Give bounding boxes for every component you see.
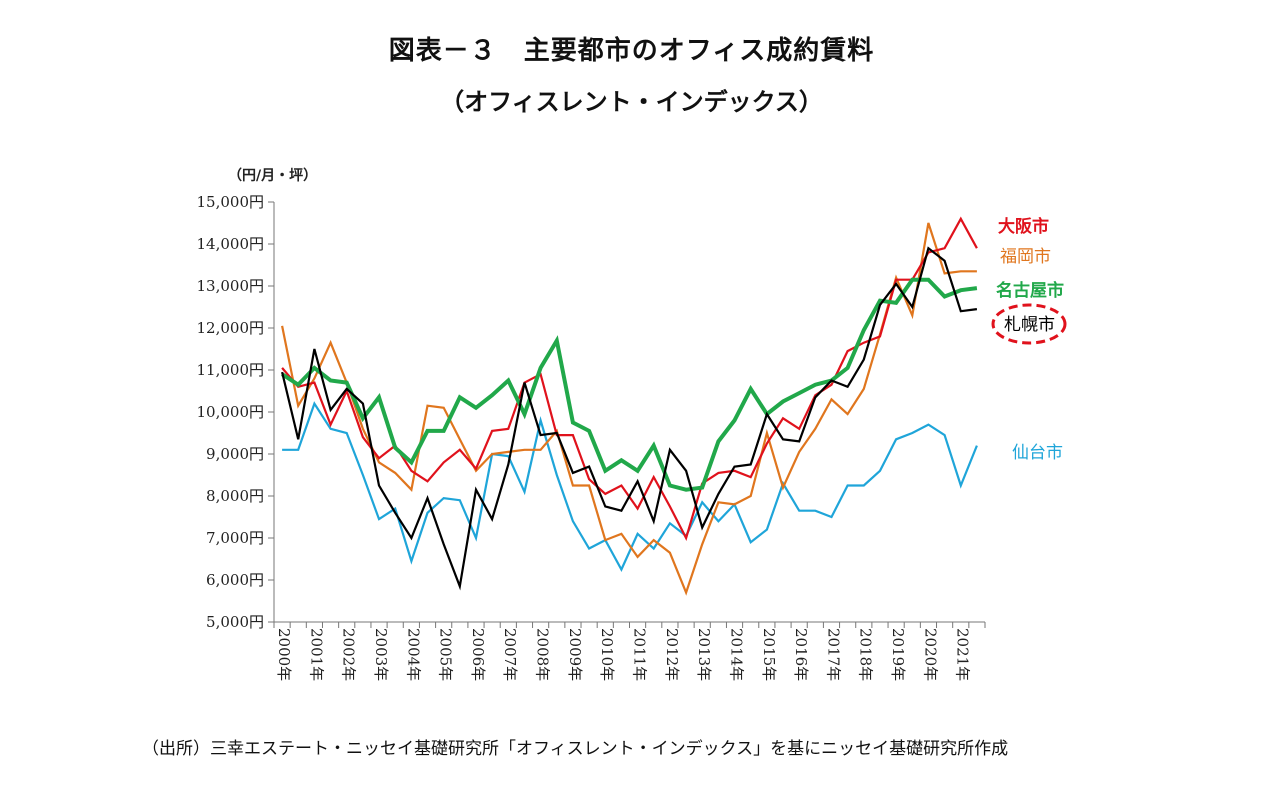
x-tick-label: 2010年: [598, 628, 616, 681]
x-tick-label: 2014年: [727, 628, 745, 681]
legend-label-仙台市: 仙台市: [1012, 443, 1063, 463]
series-line-名古屋市: [281, 277, 978, 492]
x-tick-label: 2019年: [889, 628, 907, 681]
x-tick-label: 2009年: [566, 628, 584, 681]
x-tick-label: 2016年: [792, 628, 810, 681]
x-tick-label: 2006年: [469, 628, 487, 681]
y-axis-label: （円/月・坪）: [228, 168, 317, 184]
chart-title: 図表－３ 主要都市のオフィス成約賃料: [388, 36, 875, 66]
legend-label-名古屋市: 名古屋市: [996, 280, 1064, 301]
y-tick-label: 10,000円: [197, 403, 265, 421]
y-tick-label: 5,000円: [206, 613, 264, 631]
y-tick-label: 8,000円: [206, 487, 264, 505]
series-line-大阪市: [281, 216, 978, 541]
y-tick-label: 12,000円: [197, 319, 265, 337]
x-tick-label: 2007年: [501, 628, 519, 681]
x-tick-label: 2002年: [340, 628, 358, 681]
y-tick-label: 7,000円: [206, 529, 264, 547]
x-tick-label: 2000年: [275, 628, 293, 681]
x-tick-label: 2013年: [695, 628, 713, 681]
x-tick-label: 2015年: [760, 628, 778, 681]
legend-label-札幌市: 札幌市: [1004, 315, 1055, 335]
y-tick-label: 9,000円: [206, 445, 264, 463]
source-note: （出所）三幸エステート・ニッセイ基礎研究所「オフィスレント・インデックス」を基に…: [142, 739, 1009, 759]
legend-label-福岡市: 福岡市: [1000, 247, 1051, 267]
legend-label-大阪市: 大阪市: [998, 216, 1049, 237]
series-line-福岡市: [281, 222, 977, 596]
x-tick-label: 2005年: [437, 628, 455, 681]
x-tick-label: 2020年: [921, 628, 939, 681]
x-tick-label: 2017年: [824, 628, 842, 681]
x-tick-label: 2001年: [307, 628, 325, 681]
series-line-札幌市: [281, 246, 978, 591]
x-tick-label: 2003年: [372, 628, 390, 681]
y-tick-label: 14,000円: [197, 235, 265, 253]
x-tick-label: 2008年: [534, 628, 552, 681]
x-tick-label: 2004年: [404, 628, 422, 681]
chart-subtitle: （オフィスレント・インデックス）: [440, 88, 823, 116]
y-tick-label: 13,000円: [197, 277, 265, 295]
x-tick-label: 2018年: [857, 628, 875, 681]
y-tick-label: 15,000円: [197, 193, 265, 211]
x-tick-label: 2012年: [663, 628, 681, 681]
y-tick-label: 6,000円: [206, 571, 264, 589]
y-tick-label: 11,000円: [197, 361, 265, 379]
x-tick-label: 2011年: [631, 628, 649, 681]
highlight-circle: [991, 303, 1067, 345]
x-tick-label: 2021年: [954, 628, 972, 681]
